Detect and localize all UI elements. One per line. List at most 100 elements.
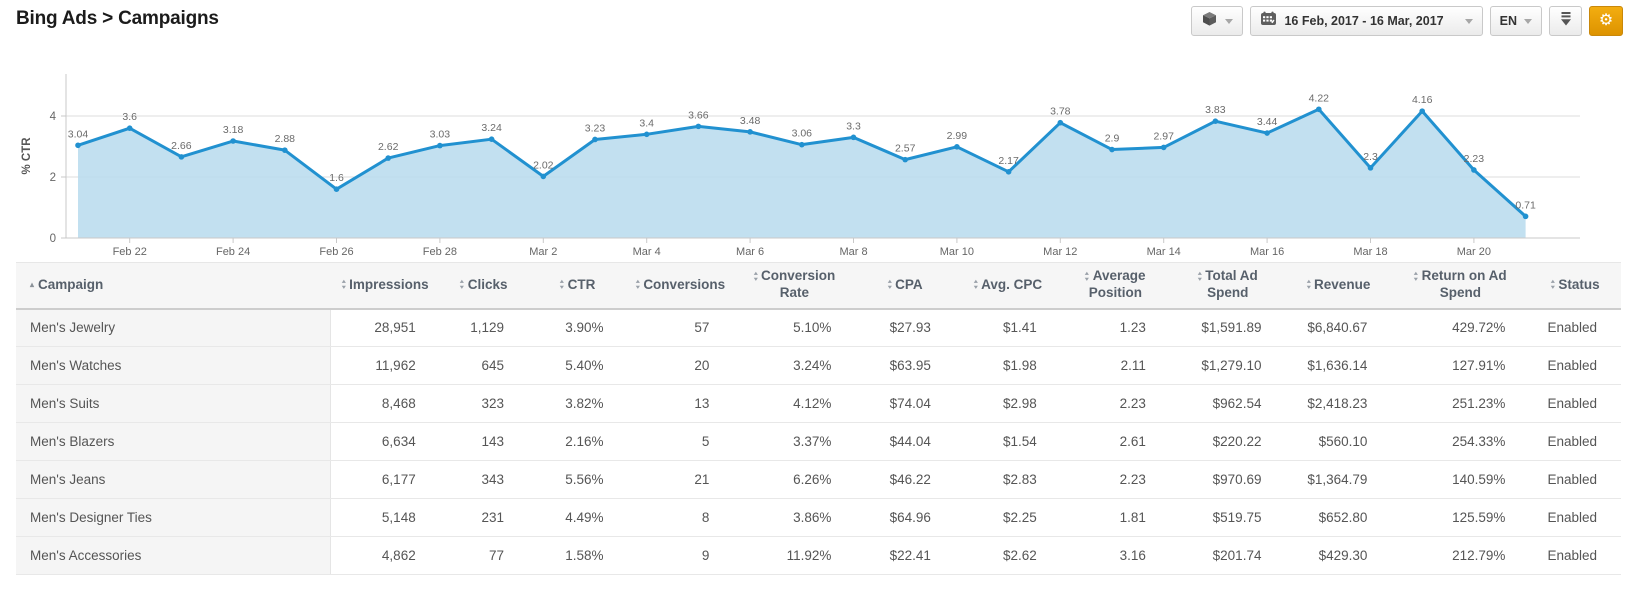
column-header-impressions[interactable]: ▴ ▾ Impressions <box>330 262 440 310</box>
cell-ctr: 1.58% <box>527 536 628 575</box>
svg-text:Mar 18: Mar 18 <box>1353 246 1387 258</box>
cell-average-position: 2.61 <box>1060 422 1170 461</box>
chevron-down-icon <box>1225 19 1234 24</box>
table-row[interactable]: Men's Accessories 4,862 77 1.58% 9 11.92% $22.… <box>16 536 1621 575</box>
cell-total-ad-spend: $970.69 <box>1169 460 1286 499</box>
cell-revenue: $1,364.79 <box>1285 460 1392 499</box>
table-row[interactable]: Men's Jewelry 28,951 1,129 3.90% 57 5.10% $27.… <box>16 308 1621 347</box>
cell-return-on-ad-spend: 140.59% <box>1391 460 1530 499</box>
cell-conversion-rate: 6.26% <box>733 460 856 499</box>
cell-clicks: 143 <box>439 422 528 461</box>
table-body: Men's Jewelry 28,951 1,129 3.90% 57 5.10% $27.… <box>16 308 1621 575</box>
column-label: Avg. CPC <box>981 276 1043 292</box>
column-label: Impressions <box>349 276 429 292</box>
column-header-total-ad-spend[interactable]: ▴ ▾ Total Ad Spend <box>1169 262 1286 310</box>
calendar-icon <box>1260 11 1277 31</box>
settings-button[interactable]: ⚙ <box>1589 6 1623 36</box>
chevron-down-icon <box>1464 19 1473 24</box>
svg-text:2.02: 2.02 <box>533 159 554 171</box>
table-row[interactable]: Men's Jeans 6,177 343 5.56% 21 6.26% $46.22 $2.… <box>16 460 1621 499</box>
toolbar: 16 Feb, 2017 - 16 Mar, 2017 EN ⚙ <box>1191 6 1623 36</box>
ctr-area-chart: 3.04 3.6 2.66 3.18 2.88 1.6 2.62 3.03 3.24 2.02 3.… <box>21 74 1580 258</box>
sort-icon: ▴ ▾ <box>1413 270 1418 283</box>
column-header-conversions[interactable]: ▴ ▾ Conversions <box>627 262 734 310</box>
campaign-name-cell: Men's Suits <box>16 384 332 423</box>
cell-ctr: 2.16% <box>527 422 628 461</box>
cell-return-on-ad-spend: 212.79% <box>1391 536 1530 575</box>
column-label: Campaign <box>38 276 104 292</box>
table-header-row: ▴ Campaign ▴ ▾ Impressions ▴ ▾ Clicks ▴ ▾ CTR ▴ ▾ Con… <box>16 262 1621 310</box>
page-title: Bing Ads > Campaigns <box>16 8 219 29</box>
cell-cpa: $44.04 <box>855 422 955 461</box>
svg-text:3.66: 3.66 <box>688 109 709 121</box>
cell-impressions: 4,862 <box>330 536 440 575</box>
column-header-average-position[interactable]: ▴ ▾ Average Position <box>1060 262 1170 310</box>
cell-revenue: $429.30 <box>1285 536 1392 575</box>
svg-text:% CTR: % CTR <box>21 137 33 175</box>
svg-text:2.99: 2.99 <box>947 130 968 142</box>
svg-text:1.6: 1.6 <box>329 172 344 184</box>
cell-clicks: 645 <box>439 346 528 385</box>
sort-icon: ▴ ▾ <box>973 278 978 291</box>
cell-average-position: 2.23 <box>1060 384 1170 423</box>
table-row[interactable]: Men's Suits 8,468 323 3.82% 13 4.12% $74.04 $2.… <box>16 384 1621 423</box>
cell-return-on-ad-spend: 254.33% <box>1391 422 1530 461</box>
cell-return-on-ad-spend: 429.72% <box>1391 308 1530 347</box>
cell-clicks: 77 <box>439 536 528 575</box>
table-row[interactable]: Men's Blazers 6,634 143 2.16% 5 3.37% $44.04 $1… <box>16 422 1621 461</box>
cell-conversions: 57 <box>627 308 734 347</box>
cell-clicks: 343 <box>439 460 528 499</box>
cell-conversions: 5 <box>627 422 734 461</box>
column-header-campaign[interactable]: ▴ Campaign <box>16 262 331 310</box>
cell-ctr: 3.82% <box>527 384 628 423</box>
column-header-return-on-ad-spend[interactable]: ▴ ▾ Return on Ad Spend <box>1391 262 1530 310</box>
sort-icon: ▴ ▾ <box>1306 278 1311 291</box>
svg-text:Feb 22: Feb 22 <box>113 246 147 258</box>
sort-icon: ▴ ▾ <box>1550 278 1555 291</box>
table-row[interactable]: Men's Watches 11,962 645 5.40% 20 3.24% $63.95… <box>16 346 1621 385</box>
cell-avg-cpc: $2.83 <box>954 460 1061 499</box>
cell-conversions: 21 <box>627 460 734 499</box>
cell-status: Enabled <box>1529 536 1621 575</box>
svg-text:3.04: 3.04 <box>68 128 89 140</box>
download-button[interactable] <box>1549 6 1582 36</box>
svg-text:2.62: 2.62 <box>378 141 399 153</box>
language-selector[interactable]: EN <box>1489 6 1542 36</box>
svg-text:2.17: 2.17 <box>998 155 1019 167</box>
cell-status: Enabled <box>1529 384 1621 423</box>
cell-revenue: $652.80 <box>1285 498 1392 537</box>
sort-icon: ▴ ▾ <box>635 278 640 291</box>
column-header-avg-cpc[interactable]: ▴ ▾ Avg. CPC <box>954 262 1061 310</box>
svg-text:3.78: 3.78 <box>1050 106 1071 118</box>
date-range-picker[interactable]: 16 Feb, 2017 - 16 Mar, 2017 <box>1250 6 1483 36</box>
svg-text:3.4: 3.4 <box>639 117 654 129</box>
cell-ctr: 5.40% <box>527 346 628 385</box>
svg-text:Mar 4: Mar 4 <box>633 246 661 258</box>
cell-total-ad-spend: $220.22 <box>1169 422 1286 461</box>
svg-text:Mar 16: Mar 16 <box>1250 246 1284 258</box>
column-header-clicks[interactable]: ▴ ▾ Clicks <box>439 262 528 310</box>
campaign-name-cell: Men's Jewelry <box>16 308 332 347</box>
column-header-revenue[interactable]: ▴ ▾ Revenue <box>1285 262 1392 310</box>
cell-cpa: $22.41 <box>855 536 955 575</box>
sort-icon: ▴ ▾ <box>753 270 758 283</box>
svg-text:2.23: 2.23 <box>1464 153 1485 165</box>
cell-ctr: 4.49% <box>527 498 628 537</box>
cell-cpa: $63.95 <box>855 346 955 385</box>
svg-text:Mar 6: Mar 6 <box>736 246 764 258</box>
cell-clicks: 323 <box>439 384 528 423</box>
cell-cpa: $74.04 <box>855 384 955 423</box>
column-header-status[interactable]: ▴ ▾ Status <box>1529 262 1621 310</box>
cell-impressions: 6,177 <box>330 460 440 499</box>
svg-text:2.88: 2.88 <box>275 133 296 145</box>
cell-return-on-ad-spend: 251.23% <box>1391 384 1530 423</box>
column-label: Return on Ad Spend <box>1421 268 1507 301</box>
column-header-conversion-rate[interactable]: ▴ ▾ Conversion Rate <box>733 262 856 310</box>
module-picker-button[interactable] <box>1191 6 1244 36</box>
cell-impressions: 28,951 <box>330 308 440 347</box>
cell-clicks: 1,129 <box>439 308 528 347</box>
column-header-ctr[interactable]: ▴ ▾ CTR <box>527 262 628 310</box>
cell-avg-cpc: $2.25 <box>954 498 1061 537</box>
column-header-cpa[interactable]: ▴ ▾ CPA <box>855 262 955 310</box>
table-row[interactable]: Men's Designer Ties 5,148 231 4.49% 8 3.86% $6… <box>16 498 1621 537</box>
